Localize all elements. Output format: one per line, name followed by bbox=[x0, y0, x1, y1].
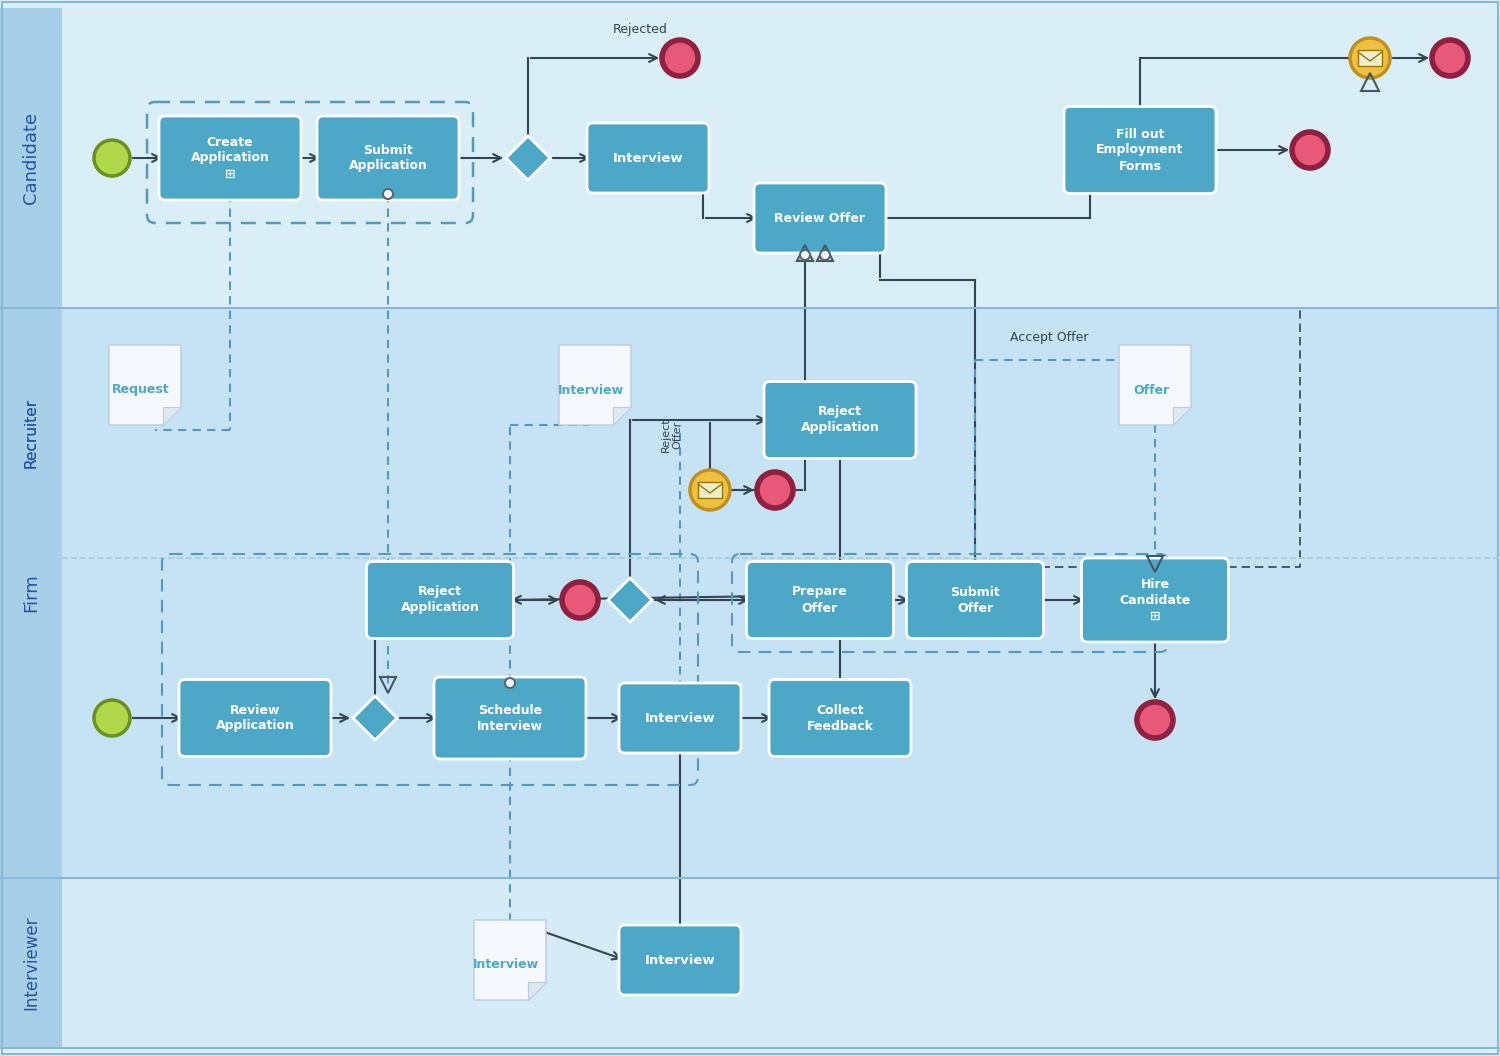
Text: Create
Application
⊞: Create Application ⊞ bbox=[190, 135, 270, 181]
Circle shape bbox=[1350, 38, 1390, 78]
Text: Recruiter: Recruiter bbox=[24, 398, 39, 468]
Bar bbox=[0, 308, 1500, 878]
Circle shape bbox=[1137, 702, 1173, 738]
FancyBboxPatch shape bbox=[1082, 558, 1228, 642]
Bar bbox=[0, 878, 62, 1048]
Text: Review Offer: Review Offer bbox=[774, 211, 865, 225]
FancyBboxPatch shape bbox=[620, 683, 741, 753]
Polygon shape bbox=[1119, 345, 1191, 425]
Polygon shape bbox=[474, 920, 546, 1000]
Circle shape bbox=[506, 678, 515, 689]
Circle shape bbox=[382, 189, 393, 199]
FancyBboxPatch shape bbox=[747, 562, 894, 639]
Text: Schedule
Interview: Schedule Interview bbox=[477, 703, 543, 733]
Text: Interview: Interview bbox=[612, 151, 684, 165]
Text: Fill out
Employment
Forms: Fill out Employment Forms bbox=[1096, 128, 1184, 172]
FancyBboxPatch shape bbox=[764, 381, 916, 458]
Text: Submit
Offer: Submit Offer bbox=[950, 585, 1000, 615]
Bar bbox=[1358, 50, 1382, 65]
Circle shape bbox=[821, 250, 830, 260]
Text: Request: Request bbox=[112, 383, 170, 396]
Circle shape bbox=[690, 470, 730, 510]
Circle shape bbox=[800, 250, 810, 260]
FancyBboxPatch shape bbox=[586, 122, 710, 193]
Bar bbox=[0, 8, 1500, 308]
Text: Reject
Application: Reject Application bbox=[400, 585, 480, 615]
Bar bbox=[0, 878, 1500, 1048]
Text: Interview: Interview bbox=[645, 712, 716, 724]
Text: Recruiter: Recruiter bbox=[24, 398, 39, 468]
Polygon shape bbox=[614, 407, 632, 425]
FancyBboxPatch shape bbox=[159, 116, 302, 200]
FancyBboxPatch shape bbox=[906, 562, 1044, 639]
Circle shape bbox=[94, 140, 130, 176]
Polygon shape bbox=[352, 696, 398, 740]
Bar bbox=[0, 308, 62, 878]
Text: Reject
Application: Reject Application bbox=[801, 406, 879, 434]
Text: Interview: Interview bbox=[645, 954, 716, 966]
FancyBboxPatch shape bbox=[1064, 107, 1217, 193]
FancyBboxPatch shape bbox=[178, 679, 332, 756]
Bar bbox=[698, 482, 721, 498]
Polygon shape bbox=[506, 136, 550, 180]
Text: Submit
Application: Submit Application bbox=[348, 144, 427, 172]
FancyBboxPatch shape bbox=[770, 679, 910, 756]
Polygon shape bbox=[164, 407, 182, 425]
Text: Candidate: Candidate bbox=[22, 112, 40, 204]
Polygon shape bbox=[560, 345, 632, 425]
Polygon shape bbox=[528, 982, 546, 1000]
FancyBboxPatch shape bbox=[433, 677, 586, 759]
Text: Accept Offer: Accept Offer bbox=[1010, 332, 1089, 344]
Text: Firm: Firm bbox=[22, 573, 40, 612]
Text: Review
Application: Review Application bbox=[216, 703, 294, 733]
Circle shape bbox=[662, 40, 698, 76]
Polygon shape bbox=[1173, 407, 1191, 425]
FancyBboxPatch shape bbox=[366, 562, 513, 639]
Text: Interview: Interview bbox=[558, 383, 624, 396]
FancyBboxPatch shape bbox=[754, 183, 886, 253]
Text: Hire
Candidate
⊞: Hire Candidate ⊞ bbox=[1119, 578, 1191, 622]
Text: Collect
Feedback: Collect Feedback bbox=[807, 703, 873, 733]
Circle shape bbox=[758, 472, 794, 508]
Text: Offer: Offer bbox=[1132, 383, 1168, 396]
Text: Rejected: Rejected bbox=[612, 23, 668, 37]
FancyBboxPatch shape bbox=[620, 925, 741, 995]
Text: Interviewer: Interviewer bbox=[22, 916, 40, 1011]
Circle shape bbox=[1292, 132, 1328, 168]
Circle shape bbox=[562, 582, 598, 618]
Bar bbox=[0, 8, 62, 308]
Text: Prepare
Offer: Prepare Offer bbox=[792, 585, 847, 615]
Circle shape bbox=[94, 700, 130, 736]
Polygon shape bbox=[608, 578, 652, 622]
Text: Reject
Offer: Reject Offer bbox=[662, 418, 682, 452]
Circle shape bbox=[1432, 40, 1468, 76]
FancyBboxPatch shape bbox=[316, 116, 459, 200]
Text: Interview: Interview bbox=[472, 959, 538, 972]
Polygon shape bbox=[110, 345, 182, 425]
